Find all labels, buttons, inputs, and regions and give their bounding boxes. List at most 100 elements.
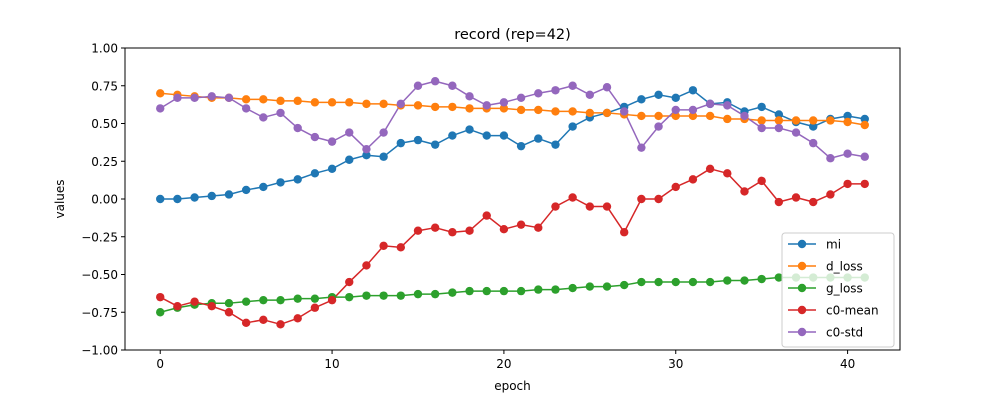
data-point xyxy=(259,182,268,192)
data-point xyxy=(362,144,371,154)
y-tick-label: 0.00 xyxy=(91,193,118,207)
data-point xyxy=(516,93,526,103)
legend-swatch-marker xyxy=(797,283,807,293)
legend-swatch-marker xyxy=(797,239,807,249)
series-markers-c0-std xyxy=(156,77,869,163)
data-point xyxy=(379,241,388,251)
data-point xyxy=(379,99,388,109)
data-point xyxy=(757,116,766,125)
data-point xyxy=(688,175,698,184)
data-point xyxy=(602,202,612,211)
data-point xyxy=(156,89,165,98)
data-point xyxy=(345,292,354,302)
data-point xyxy=(723,114,732,124)
data-point xyxy=(688,111,698,121)
y-tick-label: 0.50 xyxy=(91,117,118,131)
data-point xyxy=(860,152,869,161)
data-point xyxy=(637,143,646,152)
y-tick-label: −1.00 xyxy=(81,344,118,358)
data-point xyxy=(448,102,457,112)
data-point xyxy=(396,243,405,252)
data-point xyxy=(723,169,732,178)
data-point xyxy=(465,125,474,134)
x-tick-label: 10 xyxy=(324,357,339,371)
data-point xyxy=(327,164,337,173)
data-point xyxy=(430,140,440,149)
data-point xyxy=(413,226,423,235)
data-point xyxy=(585,90,595,100)
data-point xyxy=(568,81,577,90)
data-point xyxy=(705,277,715,287)
data-point xyxy=(224,298,234,308)
legend-label: g_loss xyxy=(826,282,863,296)
data-point xyxy=(310,132,320,142)
data-point xyxy=(430,102,440,112)
data-point xyxy=(568,193,577,202)
data-point xyxy=(465,92,474,101)
data-point xyxy=(774,273,784,282)
data-point xyxy=(671,111,680,121)
data-point xyxy=(241,104,251,113)
data-point xyxy=(156,292,165,302)
data-point xyxy=(362,151,371,160)
data-point xyxy=(791,128,801,137)
data-point xyxy=(757,123,766,133)
data-point xyxy=(156,194,165,204)
data-point xyxy=(757,102,766,112)
legend-item-mi: mi xyxy=(788,238,841,252)
y-tick-label: −0.75 xyxy=(81,306,118,320)
data-point xyxy=(430,289,440,299)
data-point xyxy=(671,93,680,103)
data-point xyxy=(654,194,663,204)
legend-item-g_loss: g_loss xyxy=(788,282,863,296)
y-axis-label: values xyxy=(53,179,67,218)
data-point xyxy=(551,86,560,95)
data-point xyxy=(774,110,784,119)
legend-label: d_loss xyxy=(826,260,863,274)
legend-swatch-marker xyxy=(797,305,807,315)
data-point xyxy=(705,164,715,173)
data-point xyxy=(534,285,543,294)
data-point xyxy=(534,89,543,98)
data-point xyxy=(551,140,560,149)
data-point xyxy=(276,96,285,106)
data-point xyxy=(293,294,302,303)
legend-item-d_loss: d_loss xyxy=(788,260,863,274)
data-point xyxy=(654,90,663,100)
y-axis-ticks: −1.00 −0.75 −0.50 −0.25 0.00 0.25 0.50 0.75 1.00 xyxy=(81,42,125,358)
series-markers-c0-mean xyxy=(156,164,869,329)
data-point xyxy=(448,228,457,237)
data-point xyxy=(774,197,784,207)
data-point xyxy=(190,193,199,202)
data-point xyxy=(362,99,371,109)
data-point xyxy=(585,202,595,211)
data-point xyxy=(843,179,852,189)
data-point xyxy=(396,99,405,109)
data-point xyxy=(637,277,646,287)
series-markers xyxy=(156,77,869,329)
data-point xyxy=(310,294,320,303)
data-point xyxy=(568,122,577,131)
data-point xyxy=(362,291,371,300)
data-point xyxy=(654,277,663,287)
data-point xyxy=(430,77,440,86)
data-point xyxy=(482,131,491,140)
data-point xyxy=(688,105,698,115)
data-point xyxy=(190,93,199,103)
data-point xyxy=(620,280,629,290)
x-tick-label: 30 xyxy=(668,357,683,371)
data-point xyxy=(688,86,698,95)
data-point xyxy=(843,149,852,158)
data-point xyxy=(207,302,216,311)
data-point xyxy=(413,135,423,145)
chart-title: record (rep=42) xyxy=(454,27,571,43)
data-point xyxy=(430,223,440,232)
legend-label: c0-mean xyxy=(826,304,879,318)
legend-label: c0-std xyxy=(826,326,863,340)
data-point xyxy=(637,194,646,204)
data-point xyxy=(671,182,680,192)
data-point xyxy=(241,318,251,328)
data-point xyxy=(173,93,182,103)
data-point xyxy=(705,99,715,109)
data-point xyxy=(757,176,766,186)
